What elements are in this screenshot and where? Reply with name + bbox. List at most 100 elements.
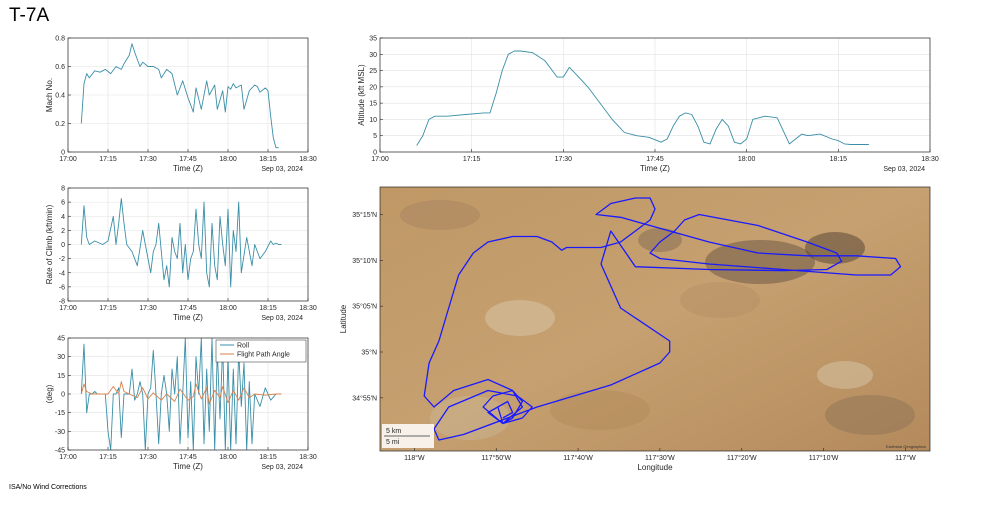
altitude-ytick-label: 20 — [369, 84, 377, 91]
attitude-xtick-label: 17:45 — [179, 454, 197, 461]
mach-xtick-label: 18:30 — [299, 156, 317, 163]
altitude-ytick-label: 30 — [369, 52, 377, 59]
track-xtick-label: 117°W — [895, 454, 916, 462]
mach-ytick-label: 0.8 — [55, 36, 65, 43]
attitude-legend-entry: Roll — [237, 343, 250, 350]
attitude-ytick-label: 30 — [57, 354, 65, 361]
altitude-ylabel: Altitude (kft MSL) — [357, 64, 366, 126]
mach-ytick-label: 0 — [61, 150, 65, 157]
roc-date-label: Sep 03, 2024 — [261, 315, 303, 322]
roc-xlabel: Time (Z) — [173, 313, 203, 322]
scale-bar-km: 5 km — [386, 428, 401, 435]
altitude-xtick-label: 18:00 — [738, 156, 756, 163]
roc-ylabel: Rate of Climb (kft/min) — [45, 204, 54, 284]
attitude-legend-entry: Flight Path Angle — [237, 352, 290, 359]
roc-xtick-label: 17:00 — [59, 305, 77, 312]
attitude-date-label: Sep 03, 2024 — [261, 464, 303, 471]
map-attribution: Earthstar Geographics — [886, 444, 926, 449]
altitude-ytick-label: 5 — [373, 133, 377, 140]
altitude-xtick-label: 17:30 — [555, 156, 573, 163]
roc-xtick-label: 17:15 — [99, 305, 117, 312]
mach-xtick-label: 17:15 — [99, 156, 117, 163]
roc-xtick-label: 17:45 — [179, 305, 197, 312]
altitude-xlabel: Time (Z) — [640, 164, 670, 173]
altitude-ytick-label: 10 — [369, 117, 377, 124]
roc-ytick-label: -2 — [59, 256, 65, 263]
attitude-xtick-label: 17:30 — [139, 454, 157, 461]
attitude-ytick-label: -15 — [55, 410, 65, 417]
altitude-ytick-label: 0 — [373, 150, 377, 157]
track-ytick-label: 35°05'N — [352, 303, 377, 311]
roc-ytick-label: 0 — [61, 242, 65, 249]
attitude-ytick-label: 15 — [57, 373, 65, 380]
mach-xtick-label: 18:15 — [259, 156, 277, 163]
attitude-series-flight-path-angle — [80, 381, 282, 405]
altitude-xtick-label: 18:15 — [830, 156, 848, 163]
mach-ytick-label: 0.6 — [55, 64, 65, 71]
track-ylabel: Latitude — [339, 304, 348, 333]
mach-axes-frame — [67, 37, 309, 153]
roc-series-0 — [80, 198, 282, 288]
roc-xtick-label: 17:30 — [139, 305, 157, 312]
altitude-xtick-label: 17:00 — [371, 156, 389, 163]
mach-xtick-label: 17:00 — [59, 156, 77, 163]
track-xtick-label: 117°50'W — [481, 454, 511, 462]
roc-xtick-label: 18:15 — [259, 305, 277, 312]
track-xtick-label: 117°20'W — [727, 454, 757, 462]
footnote: ISA/No Wind Corrections — [9, 484, 87, 491]
attitude-xtick-label: 18:30 — [299, 454, 317, 461]
altitude-date-label: Sep 03, 2024 — [883, 166, 925, 173]
altitude-ytick-label: 35 — [369, 36, 377, 43]
roc-axes-frame — [67, 187, 309, 302]
roc-ytick-label: -8 — [59, 299, 65, 306]
mach-ytick-label: 0.2 — [55, 121, 65, 128]
attitude-ytick-label: -45 — [55, 448, 65, 455]
track-xtick-label: 117°10'W — [809, 454, 839, 462]
track-xtick-label: 117°40'W — [563, 454, 593, 462]
altitude-ytick-label: 15 — [369, 101, 377, 108]
mach-date-label: Sep 03, 2024 — [261, 166, 303, 173]
mach-xtick-label: 18:00 — [219, 156, 237, 163]
track-series-0 — [423, 197, 902, 441]
roc-ytick-label: 8 — [61, 186, 65, 193]
track-axes-frame — [379, 186, 931, 452]
attitude-ytick-label: 0 — [61, 392, 65, 399]
attitude-series-roll — [80, 338, 282, 450]
altitude-series-0 — [416, 50, 869, 146]
altitude-xtick-label: 17:45 — [646, 156, 664, 163]
scale-bar-mi: 5 mi — [386, 439, 400, 446]
track-ytick-label: 35°N — [361, 349, 377, 357]
mach-ylabel: Mach No. — [45, 78, 54, 112]
track-ytick-label: 35°15'N — [352, 211, 377, 219]
altitude-xtick-label: 18:30 — [921, 156, 939, 163]
roc-ytick-label: 2 — [61, 228, 65, 235]
attitude-xtick-label: 18:00 — [219, 454, 237, 461]
attitude-xtick-label: 17:00 — [59, 454, 77, 461]
satellite-map — [380, 187, 930, 451]
altitude-axes-frame — [379, 37, 931, 153]
attitude-axes-frame — [67, 337, 309, 451]
roc-ytick-label: -6 — [59, 284, 65, 291]
track-xtick-label: 118°W — [404, 454, 425, 462]
roc-xtick-label: 18:30 — [299, 305, 317, 312]
altitude-xtick-label: 17:15 — [463, 156, 481, 163]
mach-xtick-label: 17:45 — [179, 156, 197, 163]
roc-ytick-label: 4 — [61, 214, 65, 221]
track-xtick-label: 117°30'W — [645, 454, 675, 462]
mach-series-0 — [80, 43, 279, 149]
attitude-xtick-label: 17:15 — [99, 454, 117, 461]
mach-ytick-label: 0.4 — [55, 93, 65, 100]
attitude-xtick-label: 18:15 — [259, 454, 277, 461]
track-ytick-label: 35°10'N — [352, 257, 377, 265]
attitude-ytick-label: 45 — [57, 336, 65, 343]
attitude-legend-box — [215, 339, 307, 363]
mach-xtick-label: 17:30 — [139, 156, 157, 163]
track-ytick-label: 34°55'N — [352, 394, 377, 402]
attitude-ylabel: (deg) — [45, 384, 54, 403]
roc-ytick-label: -4 — [59, 270, 65, 277]
mach-xlabel: Time (Z) — [173, 164, 203, 173]
altitude-ytick-label: 25 — [369, 68, 377, 75]
attitude-ytick-label: -30 — [55, 429, 65, 436]
roc-xtick-label: 18:00 — [219, 305, 237, 312]
